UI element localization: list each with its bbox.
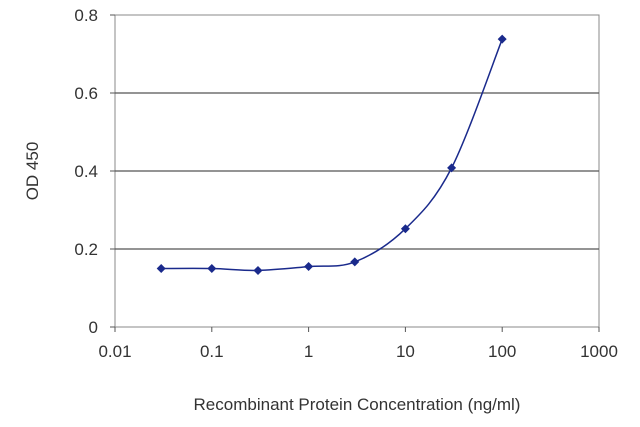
y-tick-label-0: 0 (89, 318, 98, 337)
x-tick-label-4: 100 (488, 342, 516, 361)
y-axis-ticks: 0 0.2 0.4 0.6 0.8 (74, 6, 115, 337)
x-tick-label-1: 0.1 (200, 342, 224, 361)
y-tick-label-1: 0.2 (74, 240, 98, 259)
x-tick-label-5: 1000 (580, 342, 618, 361)
data-point-3 (304, 262, 314, 272)
gridlines (115, 92, 599, 250)
data-point-7 (497, 34, 507, 44)
data-point-2 (253, 265, 263, 275)
y-axis-title: OD 450 (23, 142, 42, 201)
y-tick-label-4: 0.8 (74, 6, 98, 25)
data-point-1 (207, 264, 217, 273)
x-tick-label-3: 10 (396, 342, 415, 361)
x-tick-label-0: 0.01 (98, 342, 131, 361)
y-tick-label-3: 0.6 (74, 84, 98, 103)
y-tick-label-2: 0.4 (74, 162, 98, 181)
data-point-5 (400, 224, 410, 234)
data-point-0 (156, 264, 166, 273)
x-axis-ticks: 0.01 0.1 1 10 100 1000 (98, 327, 618, 361)
data-point-4 (350, 257, 360, 267)
fit-curve (161, 38, 503, 272)
x-tick-label-2: 1 (304, 342, 313, 361)
data-points (156, 34, 507, 275)
data-point-6 (447, 163, 457, 173)
x-axis-title: Recombinant Protein Concentration (ng/ml… (194, 395, 521, 414)
